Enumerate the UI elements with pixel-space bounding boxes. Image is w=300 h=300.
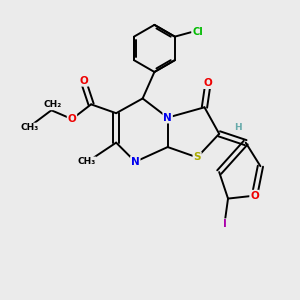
Text: CH₂: CH₂	[44, 100, 62, 109]
Text: I: I	[223, 219, 227, 229]
Text: S: S	[194, 152, 201, 162]
Text: N: N	[131, 157, 140, 167]
Text: Cl: Cl	[192, 27, 203, 37]
Text: H: H	[235, 123, 242, 132]
Text: CH₃: CH₃	[78, 157, 96, 166]
Text: O: O	[68, 114, 76, 124]
Text: O: O	[250, 190, 259, 201]
Text: CH₃: CH₃	[20, 123, 38, 132]
Text: O: O	[80, 76, 88, 86]
Text: O: O	[204, 78, 212, 88]
Text: N: N	[163, 112, 172, 123]
